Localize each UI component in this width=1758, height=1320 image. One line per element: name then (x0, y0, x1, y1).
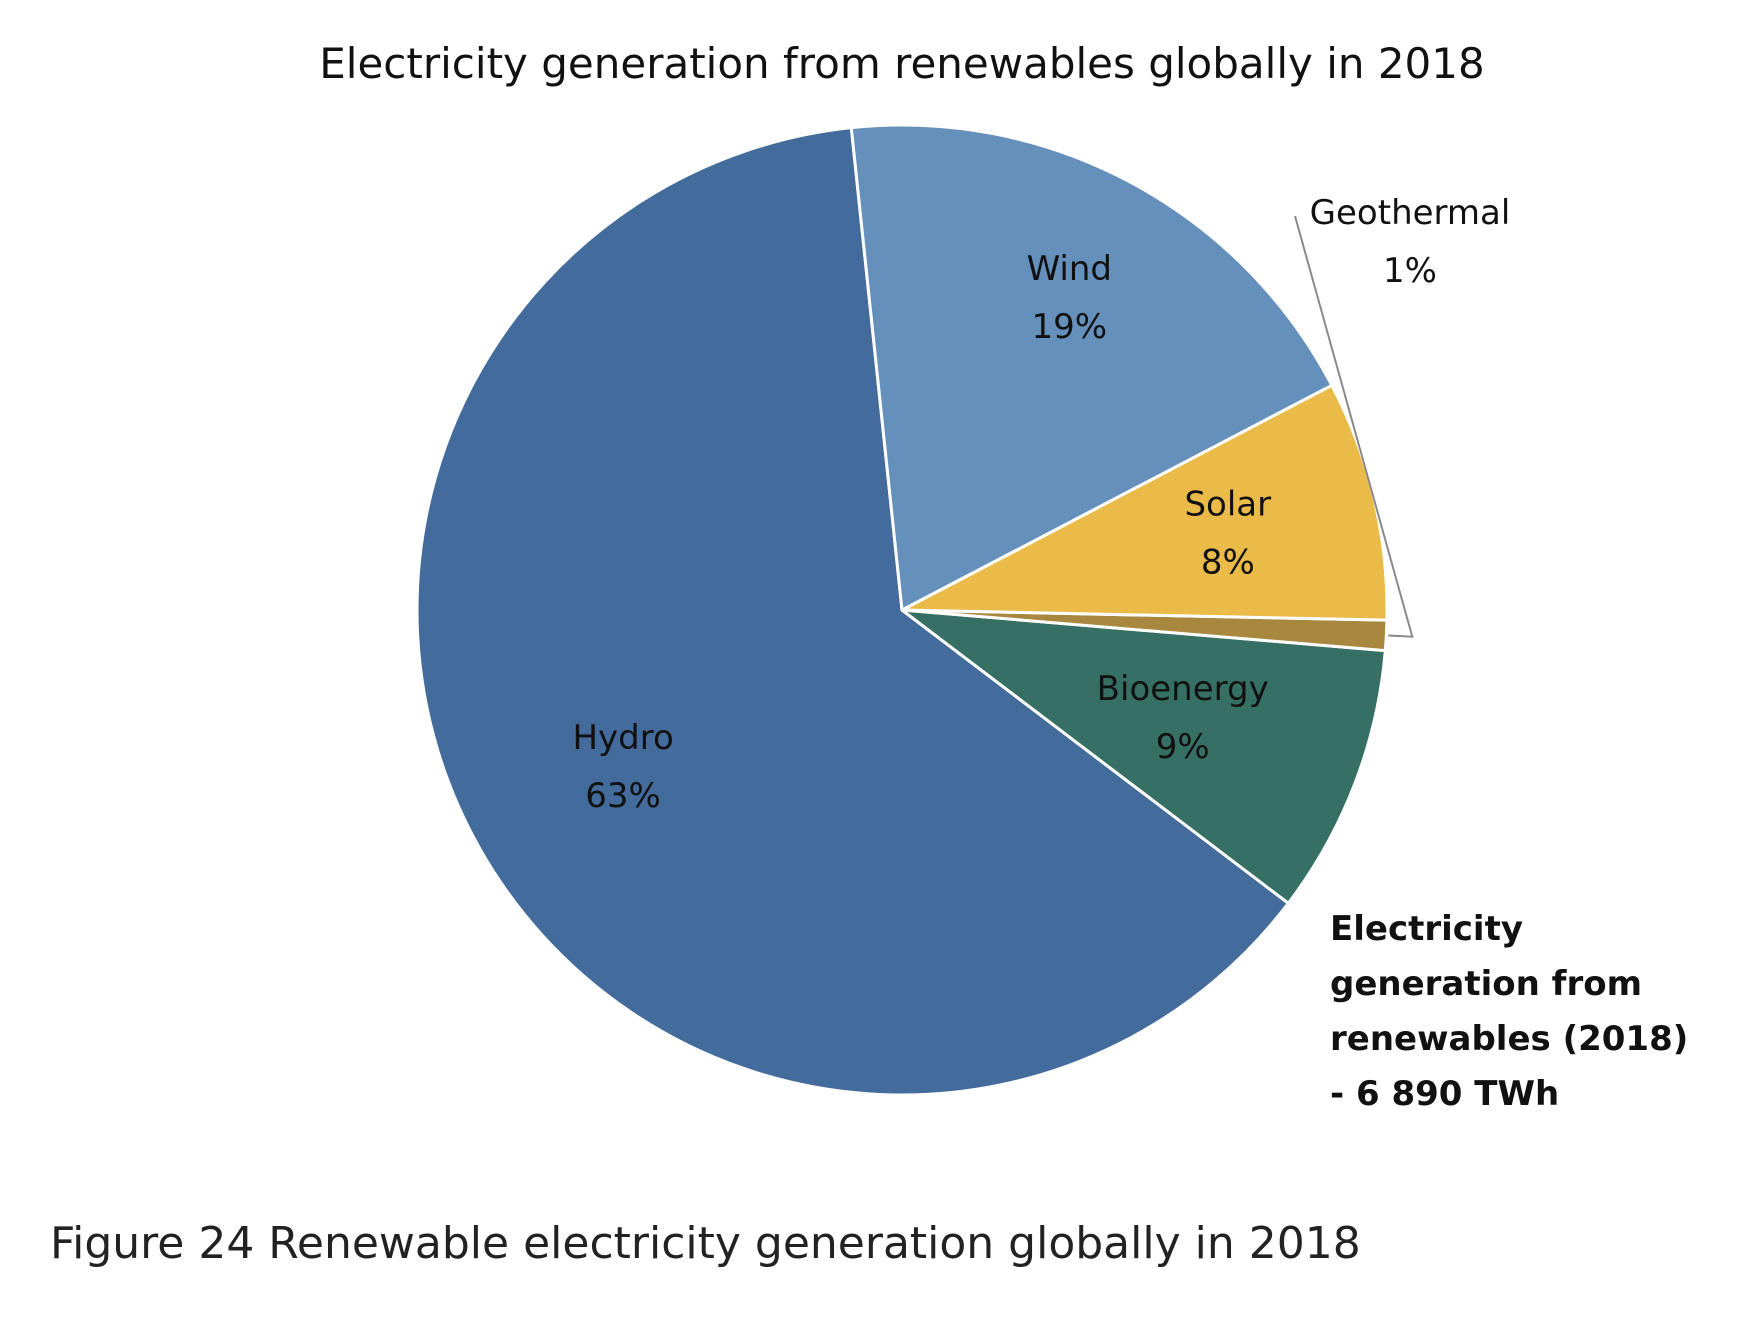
pie-slice-bioenergy (900, 608, 1387, 905)
slice-label-geothermal: Geothermal (1310, 193, 1511, 233)
total-note-line: generation from (1330, 964, 1642, 1004)
slice-value-bioenergy: 9% (1156, 727, 1210, 767)
slice-label-wind: Wind (1027, 249, 1112, 289)
slice-value-solar: 8% (1201, 543, 1255, 583)
pie-slice-wind (849, 123, 1334, 612)
slice-label-solar: Solar (1184, 485, 1271, 525)
total-note-line: Electricity (1330, 909, 1523, 949)
leader-line-geothermal (1294, 215, 1414, 638)
slice-value-wind: 19% (1032, 307, 1108, 347)
leader-lines (1294, 215, 1414, 638)
pie-slices (415, 123, 1389, 1097)
slice-label-bioenergy: Bioenergy (1097, 669, 1269, 709)
slice-labels: Hydro 63% Bioenergy 9% Geothermal 1% Solar 8% Wi… (572, 193, 1510, 816)
figure-caption: Figure 24 Renewable electricity generati… (50, 1218, 1361, 1269)
slice-value-hydro: 63% (585, 776, 661, 816)
slice-value-geothermal: 1% (1383, 251, 1437, 291)
total-note-line: - 6 890 TWh (1330, 1074, 1559, 1114)
total-generation-note: Electricity generation from renewables (20… (1330, 909, 1688, 1114)
pie-slice-hydro (415, 126, 1290, 1097)
chart-title: Electricity generation from renewables g… (319, 39, 1484, 88)
total-note-line: renewables (2018) (1330, 1019, 1688, 1059)
slice-label-hydro: Hydro (572, 718, 673, 758)
